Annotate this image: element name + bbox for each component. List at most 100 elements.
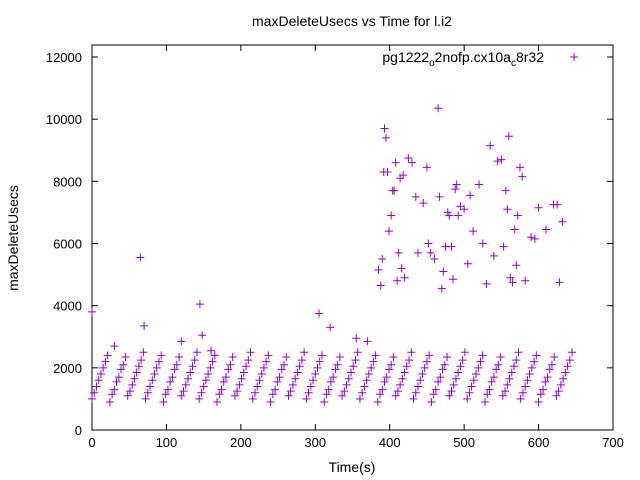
data-point xyxy=(373,398,382,407)
data-point xyxy=(233,387,242,396)
data-point xyxy=(286,387,295,396)
data-point xyxy=(499,242,508,251)
data-point xyxy=(542,225,551,234)
data-point xyxy=(309,376,318,385)
data-point xyxy=(371,351,380,360)
data-point xyxy=(125,387,134,396)
data-point xyxy=(166,377,175,386)
data-point xyxy=(443,352,452,361)
data-point xyxy=(501,186,510,195)
data-point xyxy=(344,374,353,383)
data-point xyxy=(351,356,360,365)
data-point xyxy=(434,104,443,113)
data-point xyxy=(244,356,253,365)
data-point xyxy=(530,357,539,366)
data-point xyxy=(435,192,444,201)
data-point xyxy=(390,186,399,195)
data-point xyxy=(400,368,409,377)
x-tick-label: 700 xyxy=(602,435,624,450)
data-point xyxy=(154,357,163,366)
data-point xyxy=(163,385,172,394)
data-point xyxy=(448,275,457,284)
data-point xyxy=(485,385,494,394)
data-point xyxy=(221,373,230,382)
data-point xyxy=(568,348,577,357)
data-point xyxy=(96,370,105,379)
data-point xyxy=(381,133,390,142)
data-point xyxy=(402,362,411,371)
data-point xyxy=(465,388,474,397)
data-point xyxy=(397,264,406,273)
data-point xyxy=(391,158,400,167)
legend-marker xyxy=(570,53,578,61)
data-point xyxy=(179,387,188,396)
data-point xyxy=(515,163,524,172)
data-point xyxy=(317,351,326,360)
data-point xyxy=(184,374,193,383)
data-point xyxy=(503,205,512,214)
data-point xyxy=(363,337,372,346)
data-point xyxy=(152,363,161,372)
data-point xyxy=(114,373,123,382)
data-point xyxy=(105,398,114,407)
data-point xyxy=(493,157,502,166)
data-point xyxy=(338,391,347,400)
chart-title: maxDeleteUsecs vs Time for l.i2 xyxy=(252,13,452,29)
data-point xyxy=(380,377,389,386)
data-point xyxy=(101,357,110,366)
data-point xyxy=(521,276,530,285)
data-point xyxy=(239,368,248,377)
data-point xyxy=(411,388,420,397)
data-point xyxy=(248,394,257,403)
data-points xyxy=(88,104,577,407)
data-point xyxy=(134,362,143,371)
data-point xyxy=(242,362,251,371)
data-point xyxy=(530,234,539,243)
data-point xyxy=(427,398,436,407)
data-point xyxy=(206,363,215,372)
data-point xyxy=(304,388,313,397)
data-point xyxy=(224,365,233,374)
data-point xyxy=(329,373,338,382)
data-point xyxy=(353,348,362,357)
x-axis-label: Time(s) xyxy=(329,459,376,475)
data-point xyxy=(387,211,396,220)
data-point xyxy=(505,374,514,383)
data-point xyxy=(295,362,304,371)
x-tick-label: 600 xyxy=(528,435,550,450)
data-point xyxy=(255,376,264,385)
x-tick-label: 200 xyxy=(230,435,252,450)
data-point xyxy=(559,374,568,383)
data-point xyxy=(482,279,491,288)
data-point xyxy=(492,365,501,374)
data-point xyxy=(554,387,563,396)
data-point xyxy=(422,357,431,366)
data-point xyxy=(367,363,376,372)
data-point xyxy=(235,380,244,389)
data-point xyxy=(474,363,483,372)
data-point xyxy=(514,348,523,357)
x-tick-label: 100 xyxy=(156,435,178,450)
data-point xyxy=(426,248,435,257)
data-point xyxy=(210,351,219,360)
data-point xyxy=(489,373,498,382)
legend-label: pg1222o2nofp.cx10ac8r32 xyxy=(382,49,544,69)
data-point xyxy=(146,382,155,391)
x-tick-label: 300 xyxy=(304,435,326,450)
data-point xyxy=(437,284,446,293)
data-point xyxy=(469,376,478,385)
data-point xyxy=(92,382,101,391)
data-point xyxy=(416,376,425,385)
data-point xyxy=(197,388,206,397)
data-point xyxy=(527,233,536,242)
y-tick-label: 0 xyxy=(75,423,82,438)
data-point xyxy=(378,385,387,394)
data-point xyxy=(400,273,409,282)
data-point xyxy=(550,352,559,361)
data-point xyxy=(119,360,128,369)
data-point xyxy=(463,394,472,403)
data-point xyxy=(525,370,534,379)
data-point xyxy=(170,365,179,374)
data-point xyxy=(199,382,208,391)
data-point xyxy=(501,387,510,396)
